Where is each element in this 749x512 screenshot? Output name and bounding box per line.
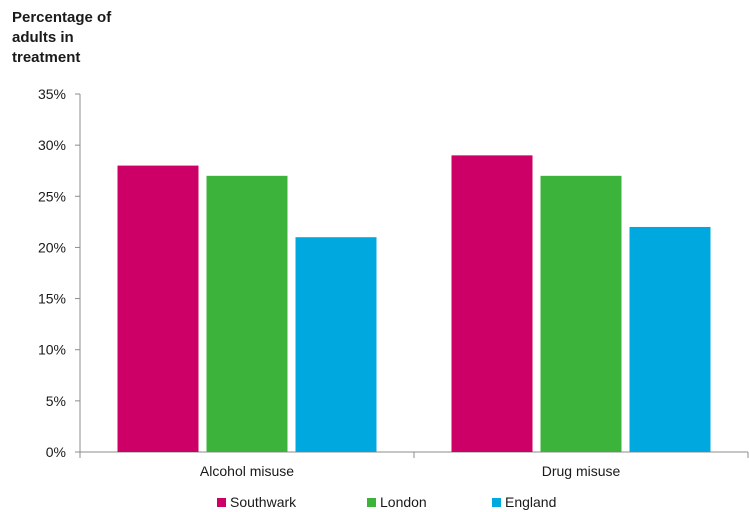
y-tick-label: 35% (38, 86, 66, 102)
y-axis-title-line-2: adults in (12, 29, 74, 46)
legend-label: Southwark (230, 494, 297, 510)
bar-england-1 (629, 226, 711, 452)
y-tick-label: 0% (46, 444, 66, 460)
legend-swatch (492, 497, 501, 507)
x-category-label: Alcohol misuse (200, 463, 294, 479)
y-axis-title: Percentage of adults in treatment (12, 8, 152, 68)
bar-southwark-1 (451, 155, 533, 452)
bar-london-1 (540, 175, 622, 453)
y-tick-label: 25% (38, 188, 66, 204)
legend: Southwark London England (0, 492, 749, 512)
legend-item-england: England (492, 492, 556, 512)
y-tick-label: 5% (46, 393, 66, 409)
bar-london-0 (206, 175, 288, 453)
x-categories: Alcohol misuse Drug misuse (200, 463, 621, 479)
legend-swatch (217, 497, 226, 507)
y-tick-label: 10% (38, 342, 66, 358)
bar-southwark-0 (117, 165, 199, 452)
legend-label: England (505, 494, 557, 510)
y-tick-label: 15% (38, 291, 66, 307)
y-tick-label: 20% (38, 239, 66, 255)
y-tick-label: 30% (38, 137, 66, 153)
bar-england-0 (295, 237, 377, 452)
legend-label: London (380, 494, 427, 510)
legend-item-southwark: Southwark (217, 492, 296, 512)
legend-swatch (367, 497, 376, 507)
x-category-label: Drug misuse (542, 463, 621, 479)
legend-item-london: London (367, 492, 427, 512)
bars (117, 155, 711, 453)
y-axis-title-line-3: treatment (12, 49, 81, 66)
y-ticks: 0% 5% 10% 15% 20% 25% 30% 35% (38, 86, 80, 460)
y-axis-title-line-1: Percentage of (12, 9, 112, 26)
